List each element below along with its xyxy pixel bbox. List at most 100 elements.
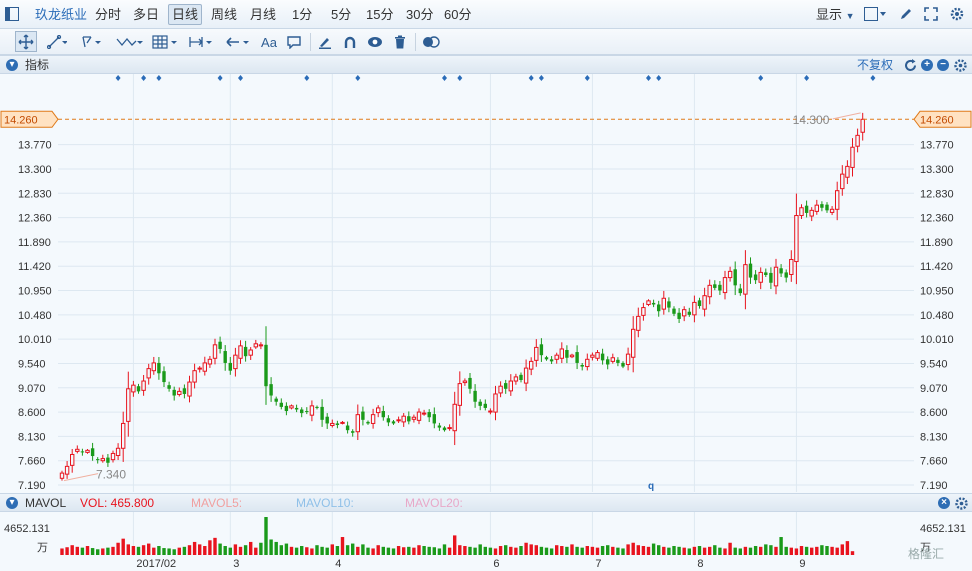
candle [309, 400, 315, 422]
zoom-in-icon[interactable]: + [921, 59, 933, 71]
event-marker [646, 75, 651, 81]
volume-bar [85, 546, 90, 555]
grid-tool-icon[interactable] [152, 29, 182, 55]
candle [457, 371, 463, 416]
pen-icon[interactable] [899, 7, 913, 21]
volume-bar [90, 548, 95, 555]
measure-tool-icon[interactable] [188, 29, 218, 55]
tab-period-multi-day[interactable]: 多日 [133, 7, 160, 22]
event-marker [156, 75, 162, 81]
sidebar-toggle-icon[interactable] [5, 7, 19, 21]
candle-body [401, 415, 406, 423]
wave-tool-icon[interactable] [116, 29, 144, 55]
stock-name[interactable]: 玖龙纸业 [35, 7, 88, 22]
event-marker [758, 75, 764, 81]
candle-body [177, 390, 182, 395]
volume-bar [147, 543, 151, 555]
text-tool-icon[interactable]: Aa [261, 34, 277, 50]
candle-body [769, 272, 773, 283]
volume-bar [136, 546, 141, 555]
candle [121, 411, 126, 462]
crosshair-icon[interactable] [15, 31, 37, 52]
candle [279, 398, 283, 410]
tab-period-daily[interactable]: 日线 [168, 4, 203, 25]
trash-icon[interactable] [391, 29, 409, 55]
volume-bar [677, 546, 681, 555]
candle-body [748, 263, 753, 278]
candle [616, 357, 620, 367]
candle [789, 250, 794, 282]
candle [636, 307, 641, 338]
candle [305, 407, 309, 415]
tab-period-15min[interactable]: 15分 [366, 7, 394, 22]
layout-icon[interactable] [864, 7, 886, 21]
tab-period-monthly[interactable]: 月线 [250, 7, 277, 22]
price-adjust-toggle[interactable]: 不复权 [857, 58, 894, 72]
candle [610, 353, 615, 364]
volume-bar [75, 546, 79, 555]
candle-body [610, 357, 615, 362]
display-dropdown[interactable]: 显示 ▼ [816, 0, 855, 29]
volume-bar [259, 542, 263, 555]
chart-settings-icon[interactable] [953, 58, 967, 72]
y-tick-label: 13.770 [920, 140, 954, 152]
volume-bar [519, 546, 523, 555]
volume-bars [60, 517, 855, 555]
volume-unit-right: 万 [920, 542, 931, 554]
candle [794, 193, 799, 285]
candle-body [345, 425, 350, 431]
brush-icon[interactable] [316, 29, 334, 55]
candle [126, 371, 131, 437]
candle [141, 374, 146, 396]
tab-period-5min[interactable]: 5分 [331, 7, 352, 22]
tab-period-intraday[interactable]: 分时 [95, 7, 122, 22]
comment-icon[interactable] [285, 29, 303, 55]
candle-body [850, 146, 855, 168]
volume-bar [269, 539, 273, 555]
x-tick-label: 9 [799, 558, 805, 570]
candle [131, 380, 136, 397]
line-tool-icon[interactable] [46, 29, 68, 55]
candle-body [697, 300, 702, 307]
candle-body [488, 410, 493, 413]
magnet-icon[interactable] [341, 29, 359, 55]
channel-tool-icon[interactable] [80, 29, 102, 55]
refresh-icon[interactable] [903, 58, 917, 72]
candle-body [340, 421, 345, 424]
candle [416, 408, 422, 425]
volume-settings-icon[interactable] [954, 496, 968, 510]
candle [243, 340, 248, 362]
candle [345, 421, 350, 434]
tab-period-60min[interactable]: 60分 [444, 7, 472, 22]
candle-body [713, 284, 717, 288]
candle-body [70, 453, 75, 466]
close-icon[interactable]: × [938, 497, 950, 509]
eye-icon[interactable] [366, 29, 384, 55]
compare-icon[interactable] [421, 29, 441, 55]
arrow-left-icon[interactable] [225, 29, 255, 55]
candle-body [212, 344, 218, 359]
candle-body [539, 344, 544, 356]
volume-bar [636, 545, 640, 555]
high-annotation: 14.300 [793, 113, 830, 127]
dividend-marker-icon[interactable]: q [648, 481, 654, 492]
candle-body [549, 359, 554, 362]
candle-body [519, 374, 523, 380]
tab-period-1min[interactable]: 1分 [292, 7, 313, 22]
x-tick-label: 8 [697, 558, 703, 570]
candle-body [677, 312, 681, 319]
y-tick-label: 12.360 [920, 213, 954, 225]
collapse-icon[interactable]: ▾ [6, 497, 18, 509]
volume-bar [728, 542, 732, 555]
volume-bar [407, 546, 411, 555]
tab-period-weekly[interactable]: 周线 [211, 7, 238, 22]
fullscreen-icon[interactable] [924, 7, 938, 21]
tab-period-30min[interactable]: 30分 [406, 7, 434, 22]
collapse-icon[interactable]: ▾ [6, 59, 18, 71]
volume-bar [315, 545, 319, 555]
settings-icon[interactable] [950, 7, 964, 21]
candle [764, 268, 768, 278]
zoom-out-icon[interactable]: − [937, 59, 949, 71]
event-marker [538, 75, 544, 81]
